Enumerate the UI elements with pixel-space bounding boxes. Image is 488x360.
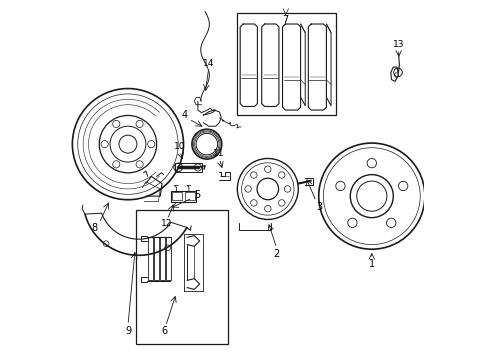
Bar <box>172 192 182 201</box>
Bar <box>236 13 336 116</box>
Bar <box>136 210 227 344</box>
Text: 11: 11 <box>212 149 224 158</box>
Text: 5: 5 <box>194 190 200 200</box>
Bar <box>160 237 164 280</box>
Bar <box>175 163 202 172</box>
Bar <box>148 237 153 280</box>
Text: 13: 13 <box>392 40 404 49</box>
Bar <box>154 237 159 280</box>
Text: 14: 14 <box>203 59 214 68</box>
Bar <box>184 192 194 201</box>
Text: 10: 10 <box>173 142 184 151</box>
Text: 4: 4 <box>181 110 187 120</box>
Text: 7: 7 <box>282 15 288 26</box>
Bar <box>165 237 170 280</box>
Text: 1: 1 <box>368 258 374 269</box>
Bar <box>171 191 196 202</box>
Text: 8: 8 <box>91 224 98 233</box>
Text: 9: 9 <box>124 326 131 336</box>
Text: 2: 2 <box>273 248 279 258</box>
Text: 3: 3 <box>316 202 322 212</box>
Text: 6: 6 <box>162 325 167 336</box>
Text: 12: 12 <box>160 219 172 228</box>
